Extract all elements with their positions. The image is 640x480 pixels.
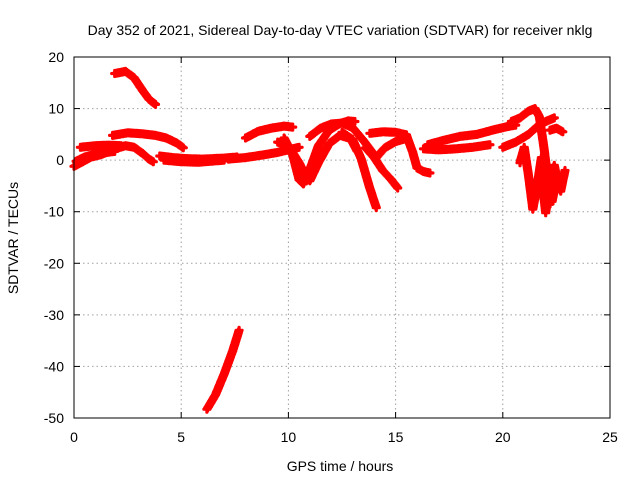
series-arc05 (110, 66, 161, 109)
series-arc24 (545, 123, 568, 137)
data-series-group (69, 66, 570, 414)
x-tick-label: 20 (495, 429, 511, 445)
y-axis-label: SDTVAR / TECUs (5, 182, 21, 294)
series-markers (423, 120, 521, 150)
y-tick-label: 10 (48, 101, 64, 117)
series-markers (545, 123, 568, 137)
y-tick-label: -40 (44, 358, 64, 374)
series-arc03 (71, 146, 120, 166)
plot-frame (73, 56, 611, 419)
series-markers (536, 160, 568, 218)
series-markers (110, 66, 161, 109)
y-tick-label: -10 (44, 204, 64, 220)
series-arc10 (240, 121, 298, 143)
series-arc23 (536, 160, 568, 218)
y-tick-label: 20 (48, 49, 64, 65)
series-arc14 (337, 127, 381, 213)
series-arc02 (75, 140, 126, 152)
series-arc07 (159, 155, 229, 167)
x-axis-tick-labels: 0 5 10 15 20 25 (70, 429, 618, 445)
series-markers (240, 121, 298, 143)
series-markers (401, 130, 435, 178)
y-tick-label: -50 (44, 410, 64, 426)
x-axis-label: GPS time / hours (287, 458, 394, 474)
grid (74, 57, 610, 418)
series-arc19 (423, 120, 521, 150)
series-arc08 (202, 325, 244, 414)
x-tick-label: 0 (70, 429, 78, 445)
series-arc18 (418, 140, 495, 155)
y-axis-tick-labels: -50 -40 -30 -20 -10 0 10 20 (44, 49, 64, 426)
series-arc15 (361, 143, 403, 193)
series-markers (71, 146, 120, 166)
x-tick-label: 10 (281, 429, 297, 445)
y-tick-label: -20 (44, 255, 64, 271)
x-tick-label: 5 (177, 429, 185, 445)
chart-title: Day 352 of 2021, Sidereal Day-to-day VTE… (88, 22, 593, 38)
y-tick-label: 0 (56, 152, 64, 168)
series-markers (361, 143, 403, 193)
series-arc17 (401, 130, 435, 178)
y-tick-label: -30 (44, 307, 64, 323)
x-tick-label: 25 (602, 429, 618, 445)
series-arc04 (108, 128, 188, 153)
series-arc16 (365, 127, 411, 140)
series-markers (337, 127, 381, 213)
series-markers (418, 140, 495, 155)
series-markers (159, 155, 229, 167)
series-markers (365, 127, 411, 140)
x-tick-label: 15 (388, 429, 404, 445)
series-markers (108, 128, 188, 153)
series-markers (202, 325, 244, 414)
series-markers (75, 140, 126, 152)
